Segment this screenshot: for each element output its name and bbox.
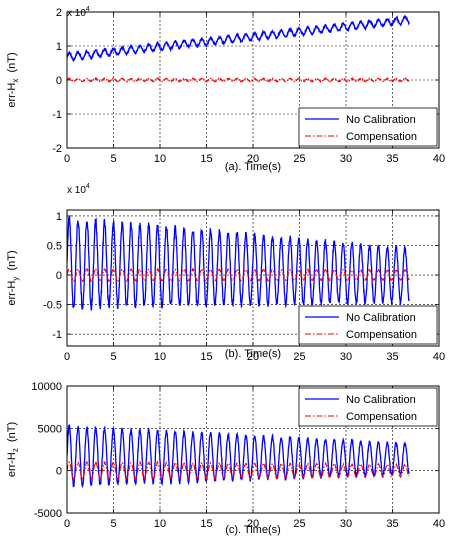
y-axis-label: err-Hx (nT) — [6, 52, 20, 107]
legend-entry: Compensation — [346, 411, 417, 423]
x-tick-label: 30 — [340, 351, 352, 363]
x-tick-label: 25 — [293, 351, 305, 363]
y-tick-label: 1 — [56, 41, 62, 53]
x-axis-label: (a). Time(s) — [225, 161, 281, 173]
y-tick-label: -5000 — [34, 508, 62, 520]
x-axis-label: (c). Time(s) — [225, 524, 281, 536]
y-tick-label: 0 — [56, 75, 62, 87]
x-tick-label: 5 — [110, 518, 116, 530]
x-tick-label: 30 — [340, 518, 352, 530]
y-tick-label: -2 — [52, 143, 62, 155]
x-tick-label: 40 — [433, 351, 445, 363]
x-tick-label: 0 — [64, 518, 70, 530]
y-axis-label: err-Hz (nT) — [6, 422, 20, 477]
legend-entry: Compensation — [346, 329, 417, 341]
x-tick-label: 0 — [64, 153, 70, 165]
x-tick-label: 5 — [110, 351, 116, 363]
series-line-compensation — [67, 460, 410, 482]
y-tick-label: 10000 — [31, 381, 62, 393]
y-tick-label: 0.5 — [47, 240, 62, 252]
legend-box — [298, 107, 438, 147]
axes-box — [66, 209, 440, 347]
y-tick-label: 0 — [56, 270, 62, 282]
y-tick-label: 0 — [56, 466, 62, 478]
legend: No Calibration Compensation — [298, 305, 438, 345]
legend: No Calibration Compensation — [298, 107, 438, 147]
x-tick-label: 40 — [433, 518, 445, 530]
x-tick-label: 25 — [293, 153, 305, 165]
y-axis-multiplier: x 104 — [67, 6, 90, 19]
series-line-no-calibration — [67, 215, 410, 311]
x-tick-label: 5 — [110, 153, 116, 165]
y-axis-multiplier: x 104 — [67, 183, 90, 196]
y-tick-label: -1 — [52, 329, 62, 341]
y-tick-label: 5000 — [38, 423, 62, 435]
series-line-no-calibration — [67, 14, 410, 63]
x-tick-label: 10 — [154, 518, 166, 530]
y-axis-label: err-Hy (nT) — [6, 250, 20, 305]
legend-entry: No Calibration — [346, 394, 416, 406]
y-tick-label: 2 — [56, 7, 62, 19]
legend-entry: No Calibration — [346, 312, 416, 324]
series-line-compensation — [67, 76, 410, 84]
legend-box — [298, 387, 438, 427]
x-tick-label: 35 — [386, 518, 398, 530]
axes-box — [66, 11, 440, 149]
x-tick-label: 35 — [386, 153, 398, 165]
x-tick-label: 20 — [247, 351, 259, 363]
x-tick-label: 10 — [154, 351, 166, 363]
series-line-compensation — [67, 267, 410, 283]
x-tick-label: 30 — [340, 153, 352, 165]
x-tick-label: 25 — [293, 518, 305, 530]
series-line-no-calibration — [67, 423, 410, 488]
x-tick-label: 15 — [200, 351, 212, 363]
y-tick-label: 1 — [56, 211, 62, 223]
y-tick-label: -0.5 — [43, 300, 62, 312]
chart-panel-2: 0 5 10 15 20 25 30 35 40 -1 -0.5 0 0.5 1 (b). Time(s) e… — [6, 183, 445, 363]
legend-entry: No Calibration — [346, 114, 416, 126]
legend-box — [298, 305, 438, 345]
x-tick-label: 0 — [64, 351, 70, 363]
x-tick-label: 35 — [386, 351, 398, 363]
chart-panel-1: 0 5 10 15 20 25 30 35 40 -2 -1 0 1 2 (a). Time(s) err-H… — [6, 6, 445, 173]
x-tick-label: 40 — [433, 153, 445, 165]
axes-box — [66, 385, 440, 514]
legend: No Calibration Compensation — [298, 387, 438, 427]
x-tick-label: 15 — [200, 518, 212, 530]
x-axis-label: (b). Time(s) — [225, 348, 281, 360]
x-tick-label: 15 — [200, 153, 212, 165]
x-tick-label: 20 — [247, 153, 259, 165]
legend-entry: Compensation — [346, 131, 417, 143]
x-tick-label: 20 — [247, 518, 259, 530]
y-tick-label: -1 — [52, 109, 62, 121]
x-tick-label: 10 — [154, 153, 166, 165]
